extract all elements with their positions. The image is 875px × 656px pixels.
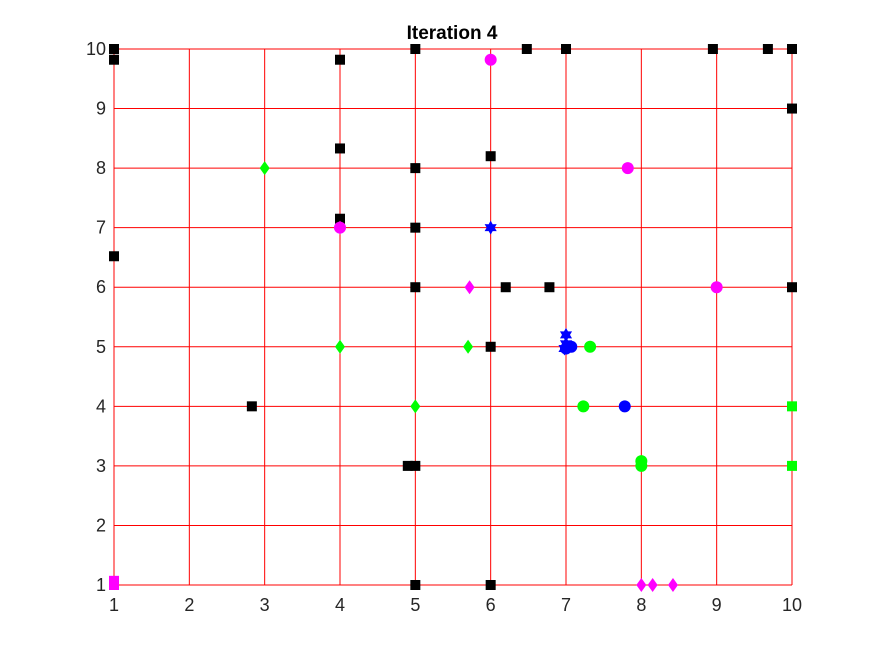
- square-point: [410, 44, 421, 54]
- square-point: [787, 44, 797, 54]
- circle-point: [584, 340, 597, 353]
- x-tick-label: 7: [561, 595, 571, 615]
- circle-point: [484, 53, 497, 66]
- square-point: [521, 44, 532, 54]
- square-point: [109, 580, 119, 590]
- square-point: [787, 282, 797, 293]
- diamond-point: [463, 339, 474, 354]
- diamond-point: [335, 220, 345, 235]
- y-tick-label: 1: [96, 575, 106, 595]
- square-point: [762, 44, 773, 54]
- x-tick-label: 6: [486, 595, 496, 615]
- y-tick-label: 8: [96, 158, 106, 178]
- tick-labels: 1 2 3 4 5 6 7 8 9 10 1 2 3 4 5 6 7 8 9 10: [86, 39, 802, 615]
- square-point: [410, 222, 421, 233]
- square-point: [544, 282, 555, 293]
- square-point: [485, 151, 496, 162]
- y-tick-label: 7: [96, 218, 106, 238]
- y-tick-label: 4: [96, 396, 106, 416]
- square-point: [335, 213, 345, 224]
- y-tick-label: 5: [96, 337, 106, 357]
- square-point: [335, 143, 345, 154]
- diamond-point: [410, 399, 421, 414]
- y-tick-label: 3: [96, 456, 106, 476]
- square-point: [485, 341, 496, 352]
- circle-point: [618, 400, 631, 413]
- diamond-point: [335, 339, 345, 354]
- square-point: [410, 163, 421, 174]
- x-tick-label: 4: [335, 595, 345, 615]
- hexagram-point: [558, 341, 571, 356]
- x-tick-label: 8: [636, 595, 646, 615]
- diamond-point: [259, 161, 270, 176]
- y-tick-label: 6: [96, 277, 106, 297]
- circle-point: [621, 162, 634, 175]
- y-tick-label: 2: [96, 515, 106, 535]
- square-point: [410, 282, 421, 293]
- circle-point: [710, 281, 723, 294]
- square-point: [500, 282, 511, 293]
- square-point: [787, 401, 797, 412]
- square-point: [707, 44, 718, 54]
- x-tick-label: 9: [712, 595, 722, 615]
- hexagram-point: [484, 220, 497, 235]
- x-tick-label: 5: [410, 595, 420, 615]
- circle-point: [635, 459, 648, 472]
- x-tick-label: 10: [782, 595, 802, 615]
- square-point: [410, 460, 421, 471]
- square-point: [109, 44, 119, 54]
- chart-title: Iteration 4: [407, 23, 498, 44]
- diamond-point: [647, 578, 658, 592]
- data-points: [109, 44, 797, 592]
- x-tick-label: 1: [109, 595, 119, 615]
- square-point: [561, 44, 571, 54]
- square-point: [787, 103, 797, 114]
- hexagram-point: [559, 336, 573, 351]
- square-point: [335, 54, 345, 65]
- x-tick-label: 2: [184, 595, 194, 615]
- x-tick-label: 3: [260, 595, 270, 615]
- grid-lines: [113, 48, 793, 586]
- square-point: [787, 460, 797, 471]
- hexagram-point: [559, 327, 573, 342]
- y-tick-label: 9: [96, 99, 106, 119]
- circle-point: [577, 400, 590, 413]
- square-point: [109, 54, 119, 65]
- square-point: [109, 251, 119, 262]
- square-point: [485, 580, 496, 590]
- diamond-point: [667, 578, 678, 592]
- y-tick-label: 10: [86, 39, 106, 59]
- diamond-point: [636, 578, 647, 592]
- diamond-point: [464, 280, 475, 295]
- square-point: [246, 401, 257, 412]
- square-point: [402, 460, 413, 471]
- square-point: [410, 580, 421, 590]
